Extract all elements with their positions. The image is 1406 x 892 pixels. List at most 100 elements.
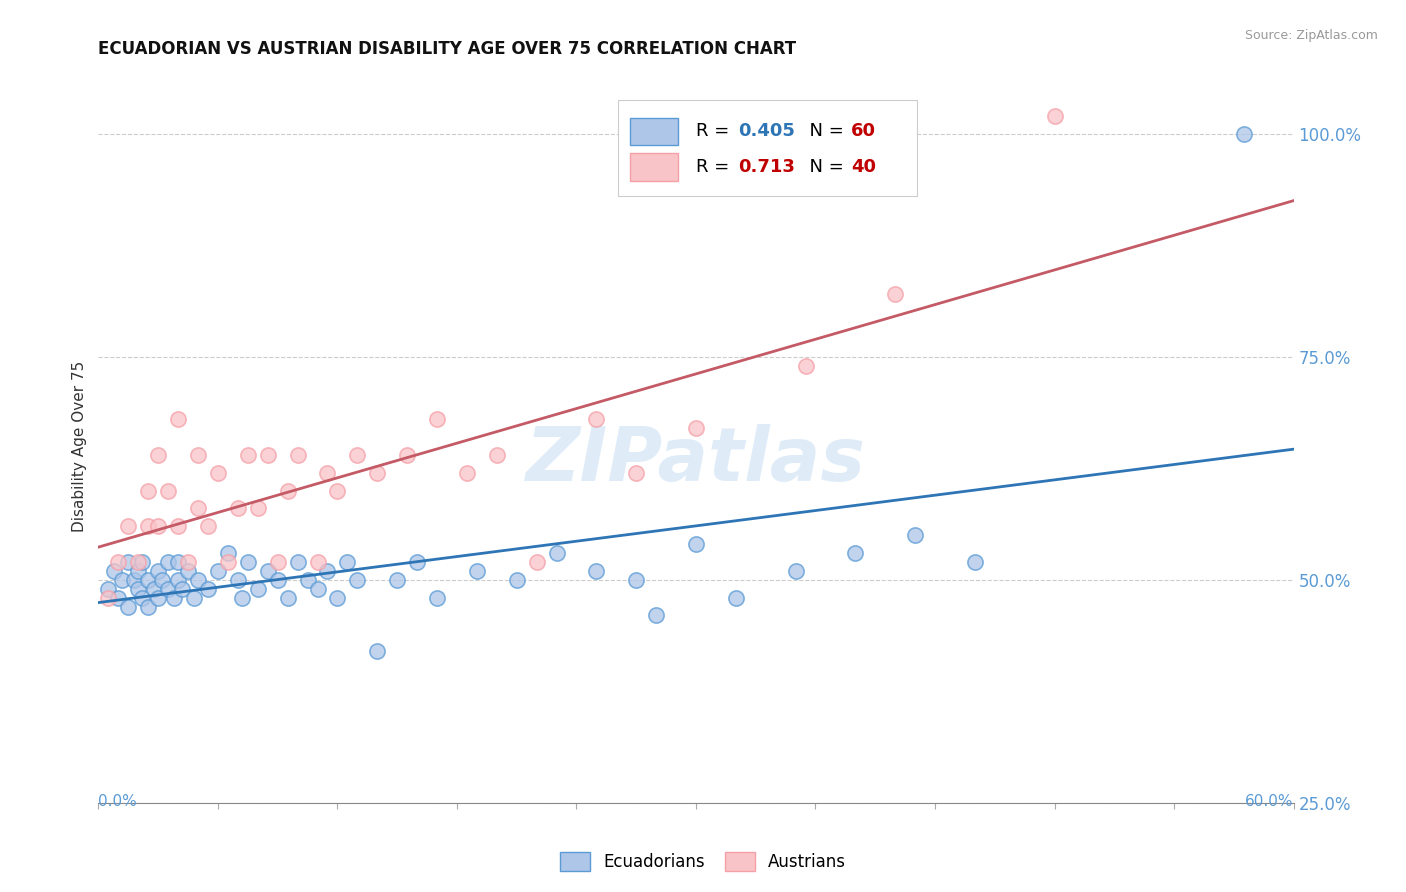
Point <box>346 448 368 462</box>
Point <box>506 573 529 587</box>
Point <box>117 555 139 569</box>
Point <box>256 564 278 578</box>
Text: ECUADORIAN VS AUSTRIAN DISABILITY AGE OVER 75 CORRELATION CHART: ECUADORIAN VS AUSTRIAN DISABILITY AGE OV… <box>98 40 797 58</box>
Point <box>346 573 368 587</box>
Text: 60.0%: 60.0% <box>1246 794 1294 809</box>
Point <box>963 555 986 569</box>
Point <box>187 573 209 587</box>
Point <box>197 582 219 596</box>
Point <box>127 582 149 596</box>
Text: N =: N = <box>797 122 849 140</box>
Point <box>131 591 153 605</box>
Point <box>236 448 259 462</box>
Point <box>287 448 309 462</box>
Point <box>163 591 186 605</box>
Text: ZIPatlas: ZIPatlas <box>526 424 866 497</box>
Text: 40: 40 <box>851 158 876 176</box>
Point <box>724 591 747 605</box>
Point <box>406 555 429 569</box>
Point <box>336 555 359 569</box>
Point <box>148 591 170 605</box>
Point <box>207 564 229 578</box>
Point <box>217 555 239 569</box>
Point <box>267 555 290 569</box>
Point <box>426 591 449 605</box>
Point <box>148 564 170 578</box>
Point <box>148 448 170 462</box>
Point <box>197 519 219 533</box>
Point <box>136 483 159 498</box>
Point <box>307 582 329 596</box>
Point <box>207 466 229 480</box>
Point <box>585 564 607 578</box>
Point <box>326 483 349 498</box>
FancyBboxPatch shape <box>619 100 917 196</box>
Point <box>136 599 159 614</box>
Text: R =: R = <box>696 158 741 176</box>
Point <box>127 564 149 578</box>
Point <box>226 573 249 587</box>
Point <box>117 519 139 533</box>
Point <box>624 466 647 480</box>
Point <box>526 555 548 569</box>
Point <box>316 564 339 578</box>
Point <box>465 564 488 578</box>
Point <box>97 591 120 605</box>
Point <box>136 519 159 533</box>
Point <box>246 501 269 516</box>
Point <box>546 546 568 560</box>
Point <box>884 287 907 301</box>
Point <box>157 582 180 596</box>
FancyBboxPatch shape <box>630 118 678 145</box>
Point <box>107 591 129 605</box>
Point <box>307 555 329 569</box>
Point <box>167 555 190 569</box>
Point <box>785 564 807 578</box>
Point <box>183 591 205 605</box>
Point <box>127 555 149 569</box>
Text: 0.405: 0.405 <box>738 122 794 140</box>
Point <box>157 483 180 498</box>
FancyBboxPatch shape <box>630 153 678 180</box>
Point <box>685 421 707 435</box>
Point <box>167 519 190 533</box>
Point <box>297 573 319 587</box>
Point <box>177 555 200 569</box>
Point <box>167 573 190 587</box>
Point <box>157 555 180 569</box>
Point <box>645 608 668 623</box>
Point <box>256 448 278 462</box>
Point <box>1043 109 1066 123</box>
Text: N =: N = <box>797 158 849 176</box>
Text: 0.713: 0.713 <box>738 158 794 176</box>
Y-axis label: Disability Age Over 75: Disability Age Over 75 <box>72 360 87 532</box>
Point <box>97 582 120 596</box>
Point <box>844 546 866 560</box>
Point <box>226 501 249 516</box>
Point <box>107 555 129 569</box>
Point <box>685 537 707 551</box>
Point <box>187 448 209 462</box>
Point <box>167 412 190 426</box>
Point <box>624 573 647 587</box>
Text: 60: 60 <box>851 122 876 140</box>
Point <box>277 591 299 605</box>
Point <box>485 448 508 462</box>
Point <box>904 528 927 542</box>
Point <box>287 555 309 569</box>
Point <box>143 582 166 596</box>
Point <box>172 582 194 596</box>
Legend: Ecuadorians, Austrians: Ecuadorians, Austrians <box>551 843 855 880</box>
Point <box>277 483 299 498</box>
Point <box>456 466 478 480</box>
Text: 0.0%: 0.0% <box>98 794 138 809</box>
Point <box>236 555 259 569</box>
Point <box>366 466 388 480</box>
Point <box>366 644 388 658</box>
Point <box>187 501 209 516</box>
Point <box>150 573 173 587</box>
Point <box>385 573 409 587</box>
Point <box>1233 127 1256 141</box>
Point <box>103 564 125 578</box>
Point <box>117 599 139 614</box>
